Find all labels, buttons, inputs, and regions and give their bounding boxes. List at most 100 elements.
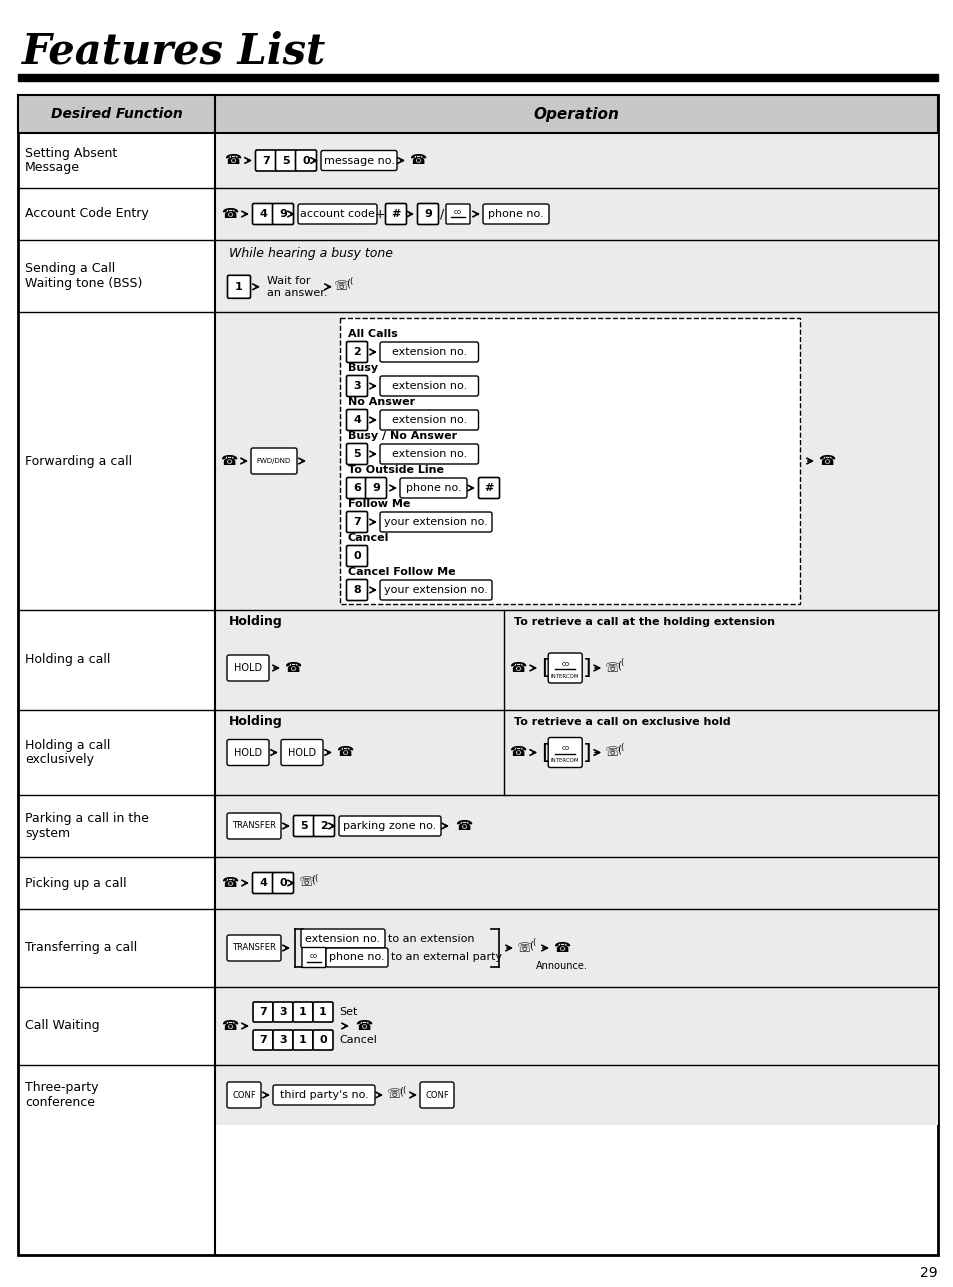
Text: 4: 4 — [353, 414, 360, 425]
Text: ☏: ☏ — [516, 942, 531, 955]
Text: parking zone no.: parking zone no. — [343, 821, 436, 831]
Text: extension no.: extension no. — [392, 381, 466, 391]
Text: CONF: CONF — [232, 1090, 255, 1099]
FancyBboxPatch shape — [379, 512, 492, 532]
FancyBboxPatch shape — [478, 477, 499, 498]
FancyBboxPatch shape — [365, 477, 386, 498]
FancyBboxPatch shape — [417, 203, 438, 224]
FancyBboxPatch shape — [326, 949, 388, 967]
Bar — [214, 133, 937, 188]
Text: Busy / No Answer: Busy / No Answer — [348, 431, 456, 441]
Text: Busy: Busy — [348, 363, 377, 373]
Text: ☎: ☎ — [284, 662, 301, 674]
FancyBboxPatch shape — [548, 653, 581, 683]
FancyBboxPatch shape — [227, 655, 269, 681]
Bar — [214, 987, 937, 1066]
Text: (: ( — [617, 660, 620, 671]
Text: (: ( — [311, 875, 314, 885]
FancyBboxPatch shape — [346, 477, 367, 498]
FancyBboxPatch shape — [313, 1003, 333, 1022]
Text: ☎: ☎ — [509, 745, 526, 759]
Text: (: ( — [398, 1088, 402, 1097]
Text: Operation: Operation — [533, 107, 618, 121]
Text: 7: 7 — [259, 1035, 267, 1045]
Bar — [214, 857, 937, 909]
Text: 8: 8 — [353, 586, 360, 595]
Text: To retrieve a call at the holding extension: To retrieve a call at the holding extens… — [514, 616, 775, 627]
Text: Transferring a call: Transferring a call — [25, 942, 137, 955]
Text: 4: 4 — [259, 208, 267, 219]
Text: Desired Function: Desired Function — [51, 107, 182, 121]
FancyBboxPatch shape — [346, 341, 367, 363]
Text: ☎: ☎ — [509, 662, 526, 674]
Text: CONF: CONF — [425, 1090, 449, 1099]
Text: Follow Me: Follow Me — [348, 499, 410, 508]
Text: 9: 9 — [279, 208, 287, 219]
FancyBboxPatch shape — [253, 1030, 273, 1050]
Text: Features List: Features List — [22, 31, 326, 73]
FancyBboxPatch shape — [255, 151, 276, 171]
Bar — [18, 79, 937, 81]
Text: Parking a call in the
system: Parking a call in the system — [25, 812, 149, 840]
Text: INTERCOM: INTERCOM — [551, 673, 578, 678]
FancyBboxPatch shape — [379, 411, 478, 430]
Text: 1: 1 — [234, 282, 243, 292]
Text: 1: 1 — [299, 1035, 307, 1045]
FancyBboxPatch shape — [281, 740, 323, 766]
Text: HOLD: HOLD — [288, 748, 315, 758]
Text: Holding a call: Holding a call — [25, 654, 111, 667]
FancyBboxPatch shape — [273, 1003, 293, 1022]
FancyBboxPatch shape — [227, 1082, 261, 1108]
Text: TRANSFER: TRANSFER — [232, 821, 275, 830]
Text: phone no.: phone no. — [488, 208, 543, 219]
Text: extension no.: extension no. — [392, 347, 466, 356]
FancyBboxPatch shape — [446, 205, 470, 224]
Text: Cancel: Cancel — [338, 1035, 376, 1045]
Text: extension no.: extension no. — [305, 933, 380, 943]
Text: (: ( — [617, 744, 620, 754]
Text: [: [ — [540, 743, 549, 762]
Bar — [214, 909, 937, 987]
Text: 9: 9 — [424, 208, 432, 219]
Text: +: + — [375, 207, 385, 220]
FancyBboxPatch shape — [379, 376, 478, 396]
FancyBboxPatch shape — [273, 1030, 293, 1050]
Text: While hearing a busy tone: While hearing a busy tone — [229, 247, 393, 260]
Text: (: ( — [346, 279, 350, 288]
Text: ☏: ☏ — [298, 876, 314, 889]
Text: third party's no.: third party's no. — [279, 1090, 368, 1100]
Bar — [339, 318, 800, 604]
FancyBboxPatch shape — [253, 873, 274, 893]
FancyBboxPatch shape — [320, 151, 396, 170]
Bar — [214, 188, 937, 239]
Text: ☎: ☎ — [818, 454, 835, 468]
Text: ☎: ☎ — [455, 819, 472, 833]
Text: ☎: ☎ — [221, 1019, 238, 1033]
Text: ☎: ☎ — [409, 153, 426, 167]
Text: To Outside Line: To Outside Line — [348, 465, 443, 475]
Text: 7: 7 — [353, 517, 360, 526]
Text: (: ( — [349, 277, 353, 286]
Text: ☎: ☎ — [221, 876, 238, 891]
FancyBboxPatch shape — [379, 580, 492, 600]
Text: Holding: Holding — [229, 716, 282, 728]
FancyBboxPatch shape — [346, 546, 367, 566]
Text: 5: 5 — [282, 156, 290, 166]
Text: ]: ] — [582, 658, 591, 678]
Text: Holding a call
exclusively: Holding a call exclusively — [25, 739, 111, 767]
Text: Account Code Entry: Account Code Entry — [25, 207, 149, 220]
Text: co: co — [560, 745, 569, 752]
FancyBboxPatch shape — [227, 740, 269, 766]
FancyBboxPatch shape — [275, 151, 296, 171]
FancyBboxPatch shape — [399, 477, 467, 498]
Text: message no.: message no. — [323, 156, 394, 166]
FancyBboxPatch shape — [346, 376, 367, 396]
FancyBboxPatch shape — [313, 1030, 333, 1050]
Text: an answer.: an answer. — [267, 288, 327, 297]
FancyBboxPatch shape — [379, 444, 478, 465]
FancyBboxPatch shape — [385, 203, 406, 224]
FancyBboxPatch shape — [548, 737, 581, 767]
Text: Sending a Call
Waiting tone (BSS): Sending a Call Waiting tone (BSS) — [25, 263, 142, 290]
Text: extension no.: extension no. — [392, 414, 466, 425]
FancyBboxPatch shape — [314, 816, 335, 837]
